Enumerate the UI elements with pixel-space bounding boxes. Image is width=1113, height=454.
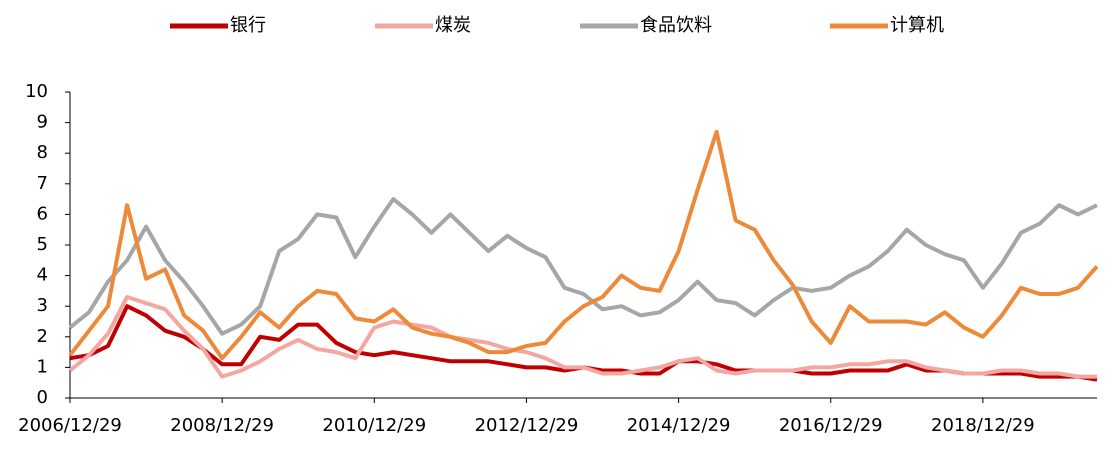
x-tick-label: 2008/12/29 <box>170 415 274 436</box>
x-tick-label: 2016/12/29 <box>779 415 883 436</box>
x-tick-label: 2012/12/29 <box>475 415 579 436</box>
y-tick-label: 3 <box>37 295 48 316</box>
series-line <box>68 129 1099 361</box>
y-tick-label: 10 <box>25 81 48 102</box>
y-tick-label: 8 <box>37 142 48 163</box>
legend-label: 煤炭 <box>435 15 471 36</box>
y-tick-label: 5 <box>37 234 48 255</box>
x-tick-label: 2006/12/29 <box>18 415 122 436</box>
x-tick-label: 2018/12/29 <box>931 415 1035 436</box>
legend-label: 银行 <box>230 15 266 36</box>
y-tick-label: 1 <box>37 356 48 377</box>
y-tick-label: 4 <box>37 265 48 286</box>
y-tick-label: 9 <box>37 112 48 133</box>
y-tick-label: 0 <box>37 387 48 408</box>
legend-label: 食品饮料 <box>640 15 712 36</box>
x-tick-label: 2010/12/29 <box>322 415 426 436</box>
y-tick-label: 2 <box>37 326 48 347</box>
x-tick-label: 2014/12/29 <box>627 415 731 436</box>
legend-label: 计算机 <box>890 15 944 36</box>
y-tick-label: 7 <box>37 173 48 194</box>
series-line <box>68 197 1098 336</box>
series-line <box>68 295 1097 379</box>
y-tick-label: 6 <box>37 203 48 224</box>
